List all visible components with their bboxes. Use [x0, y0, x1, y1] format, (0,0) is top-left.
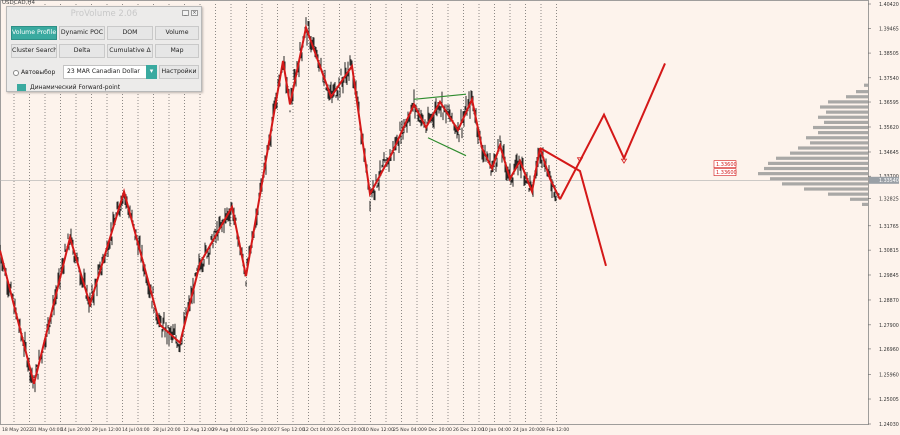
- time-axis-label: 29 Aug 04:00: [212, 427, 243, 433]
- time-axis-label: 18 May 2022: [2, 427, 32, 433]
- time-axis-label: 25 Nov 04:00: [393, 427, 424, 433]
- forward-point-icon: [17, 84, 26, 91]
- time-axis-label: 12 Aug 12:00: [183, 427, 214, 433]
- volume-profile-bar: [864, 83, 868, 87]
- time-axis-label: 10 Jan 04:00: [482, 427, 511, 433]
- price-axis-label: 1.39465: [879, 26, 899, 32]
- price-axis-label: 1.36595: [879, 100, 899, 106]
- volume-profile-bar: [782, 182, 868, 186]
- price-axis-label: 1.28870: [879, 298, 899, 304]
- volume-profile-bar: [768, 161, 868, 165]
- panel-title: ProVolume 2.06: [70, 9, 138, 19]
- price-axis-label: 1.25005: [879, 397, 899, 403]
- current-price-label: 1.33540: [879, 178, 899, 184]
- symbol-label: USDCAD,H4: [2, 0, 35, 6]
- volume-profile-bar: [828, 192, 868, 196]
- autoselect-label: Автовыбор: [21, 69, 56, 76]
- time-axis-label: 8 Feb 12:00: [542, 427, 569, 433]
- wedge-bottom-line: [427, 137, 467, 157]
- time-axis-label: 31 May 04:00: [31, 427, 63, 433]
- instrument-select[interactable]: 23 MAR Canadian Dollar: [63, 65, 157, 79]
- volume-profile-bar: [846, 95, 868, 99]
- time-axis-label: 27 Sep 12:00: [274, 427, 305, 433]
- price-axis-label: 1.35620: [879, 125, 899, 131]
- price-axis-label: 1.38505: [879, 51, 899, 57]
- volume-profile-bar: [764, 166, 868, 171]
- volume-profile-bar: [806, 136, 868, 140]
- time-axis-label: 24 Jan 20:00: [513, 427, 542, 433]
- zigzag-line: [0, 23, 561, 385]
- volume-profile-bar: [813, 125, 868, 130]
- volume-profile-bar: [810, 141, 868, 145]
- provolume-panel: ProVolume 2.06 _ × Volume Profile Dynami…: [6, 6, 202, 92]
- arrow-marker-icon: [620, 158, 628, 164]
- projection-up-line: [559, 63, 666, 200]
- minimize-icon[interactable]: _: [182, 10, 189, 16]
- close-icon[interactable]: ×: [191, 10, 198, 16]
- price-axis-label: 1.34645: [879, 150, 899, 156]
- level-label: 1.33600: [716, 162, 737, 168]
- price-axis-label: 1.26960: [879, 347, 899, 353]
- time-axis-label: 29 Jun 12:00: [92, 427, 121, 433]
- level-label-box: [713, 168, 737, 176]
- price-axis-label: 1.27900: [879, 323, 899, 329]
- volume-profile-button[interactable]: Volume Profile: [11, 26, 57, 40]
- volume-profile-bar: [776, 156, 868, 160]
- cluster-search-button[interactable]: Cluster Search: [11, 44, 57, 58]
- level-label: 1.33600: [716, 170, 737, 176]
- volume-profile-bar: [824, 120, 868, 124]
- volume-profile-bar: [820, 105, 868, 109]
- price-axis-label: 1.32825: [879, 197, 899, 203]
- price-axis-label: 1.31765: [879, 224, 899, 230]
- volume-profile-bar: [804, 187, 868, 191]
- volume-button[interactable]: Volume: [155, 26, 199, 40]
- price-axis-label: 1.25960: [879, 373, 899, 379]
- radio-icon[interactable]: [13, 69, 19, 76]
- projection-down-line: [539, 147, 607, 267]
- volume-profile-bar: [828, 100, 868, 104]
- volume-profile-bar: [790, 151, 868, 155]
- volume-profile-bar: [798, 146, 868, 150]
- time-axis-label: 14 Jul 04:00: [122, 427, 150, 433]
- time-axis-label: 9 Dec 20:00: [424, 427, 452, 433]
- volume-profile-bar: [818, 131, 868, 135]
- price-axis-label: 1.37540: [879, 76, 899, 82]
- dynamic-poc-button[interactable]: Dynamic POC: [59, 26, 105, 40]
- time-axis-label: 12 Sep 20:00: [243, 427, 274, 433]
- arrow-marker-icon: [576, 157, 584, 163]
- dom-button[interactable]: DOM: [107, 26, 153, 40]
- time-axis-label: 10 Nov 12:00: [363, 427, 394, 433]
- price-axis-label: 1.29845: [879, 273, 899, 279]
- volume-profile-bar: [826, 110, 868, 114]
- forward-point-toggle[interactable]: Динамический Forward-point: [17, 84, 120, 91]
- cumulative-delta-button[interactable]: Cumulative Δ: [107, 44, 153, 58]
- panel-window-controls: _ ×: [182, 10, 198, 16]
- time-axis-label: 14 Jun 20:00: [61, 427, 90, 433]
- volume-profile-bar: [818, 115, 868, 119]
- volume-profile-bar: [758, 172, 868, 176]
- settings-button[interactable]: Настройки: [159, 65, 199, 79]
- level-label-box: [713, 160, 737, 168]
- price-axis-label: 1.40420: [879, 2, 899, 8]
- volume-profile-bar: [850, 197, 868, 201]
- forward-point-label: Динамический Forward-point: [30, 84, 121, 91]
- volume-profile-bar: [856, 90, 868, 94]
- current-price-tag: [869, 176, 899, 184]
- time-axis-label: 26 Dec 12:00: [453, 427, 484, 433]
- volume-profile-bar: [862, 202, 868, 206]
- delta-button[interactable]: Delta: [59, 44, 105, 58]
- price-axis-label: 1.30815: [879, 248, 899, 254]
- autoselect-toggle[interactable]: Автовыбор: [13, 69, 55, 76]
- time-axis-label: 12 Oct 04:00: [303, 427, 333, 433]
- price-axis-label: 1.24030: [879, 422, 899, 428]
- volume-profile-bar: [770, 177, 868, 181]
- chevron-down-icon[interactable]: ▾: [146, 65, 157, 79]
- map-button[interactable]: Map: [155, 44, 199, 58]
- time-axis-label: 28 Jul 20:00: [153, 427, 181, 433]
- time-axis-label: 26 Oct 20:00: [334, 427, 364, 433]
- wedge-top-line: [413, 93, 467, 100]
